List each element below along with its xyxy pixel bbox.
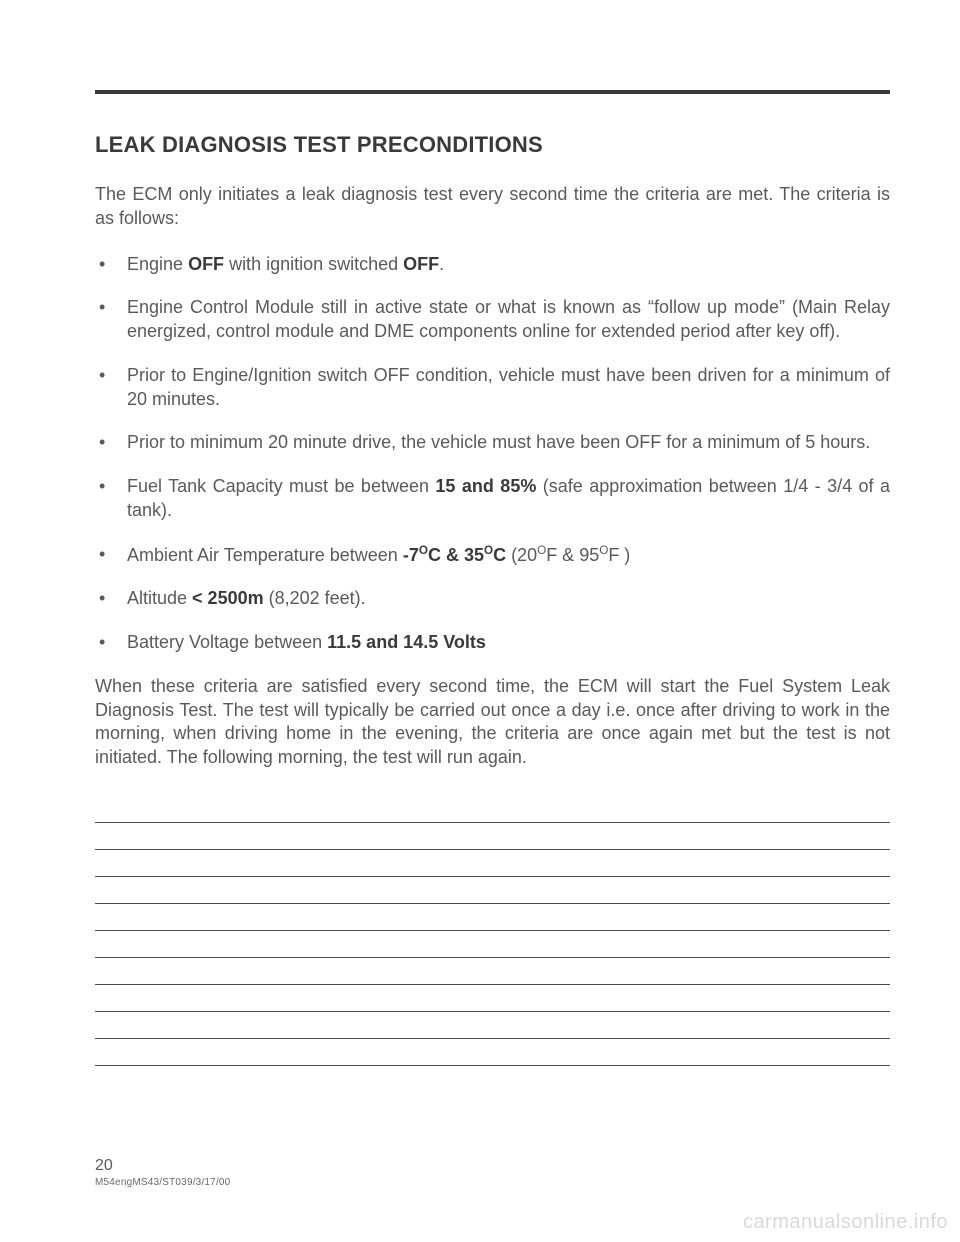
text-fragment: with ignition switched bbox=[224, 254, 403, 274]
text-fragment: . bbox=[439, 254, 444, 274]
text-fragment: Ambient Air Temperature between bbox=[127, 545, 403, 565]
note-line bbox=[95, 958, 890, 985]
bold-text: < 2500m bbox=[192, 588, 264, 608]
top-rule bbox=[95, 90, 890, 94]
list-item: Battery Voltage between 11.5 and 14.5 Vo… bbox=[95, 631, 890, 655]
note-line bbox=[95, 877, 890, 904]
note-line bbox=[95, 796, 890, 823]
bold-text: -7OC & 35OC bbox=[403, 545, 506, 565]
bold-text: OFF bbox=[403, 254, 439, 274]
list-item: Engine Control Module still in active st… bbox=[95, 296, 890, 344]
note-lines bbox=[95, 796, 890, 1066]
text-fragment: O bbox=[537, 544, 546, 557]
note-line bbox=[95, 904, 890, 931]
note-line bbox=[95, 850, 890, 877]
footer: 20 M54engMS43/ST039/3/17/00 bbox=[95, 1157, 230, 1188]
text-fragment: Engine bbox=[127, 254, 188, 274]
text-fragment: Battery Voltage between bbox=[127, 632, 327, 652]
note-line bbox=[95, 931, 890, 958]
text-fragment: Fuel Tank Capacity must be between bbox=[127, 476, 435, 496]
note-line bbox=[95, 1039, 890, 1066]
text-fragment: F ) bbox=[608, 545, 630, 565]
closing-paragraph: When these criteria are satisfied every … bbox=[95, 675, 890, 770]
list-item: Engine OFF with ignition switched OFF. bbox=[95, 253, 890, 277]
text-fragment: (8,202 feet). bbox=[264, 588, 366, 608]
text-fragment: O bbox=[599, 544, 608, 557]
note-line bbox=[95, 1012, 890, 1039]
section-title: LEAK DIAGNOSIS TEST PRECONDITIONS bbox=[95, 132, 890, 158]
list-item: Prior to Engine/Ignition switch OFF cond… bbox=[95, 364, 890, 412]
note-line bbox=[95, 985, 890, 1012]
note-line bbox=[95, 823, 890, 850]
list-item: Altitude < 2500m (8,202 feet). bbox=[95, 587, 890, 611]
text-fragment: F & 95 bbox=[546, 545, 599, 565]
list-item: Fuel Tank Capacity must be between 15 an… bbox=[95, 475, 890, 523]
bold-text: OFF bbox=[188, 254, 224, 274]
bold-text: 11.5 and 14.5 Volts bbox=[327, 632, 486, 652]
list-item: Ambient Air Temperature between -7OC & 3… bbox=[95, 543, 890, 568]
bold-text: 15 and 85% bbox=[435, 476, 536, 496]
intro-paragraph: The ECM only initiates a leak diagnosis … bbox=[95, 182, 890, 231]
list-item: Prior to minimum 20 minute drive, the ve… bbox=[95, 431, 890, 455]
criteria-list: Engine OFF with ignition switched OFF. E… bbox=[95, 253, 890, 655]
page-number: 20 bbox=[95, 1157, 230, 1175]
text-fragment: (20 bbox=[506, 545, 537, 565]
watermark: carmanualsonline.info bbox=[743, 1211, 948, 1234]
document-page: LEAK DIAGNOSIS TEST PRECONDITIONS The EC… bbox=[0, 0, 960, 1242]
text-fragment: Altitude bbox=[127, 588, 192, 608]
document-code: M54engMS43/ST039/3/17/00 bbox=[95, 1177, 230, 1188]
